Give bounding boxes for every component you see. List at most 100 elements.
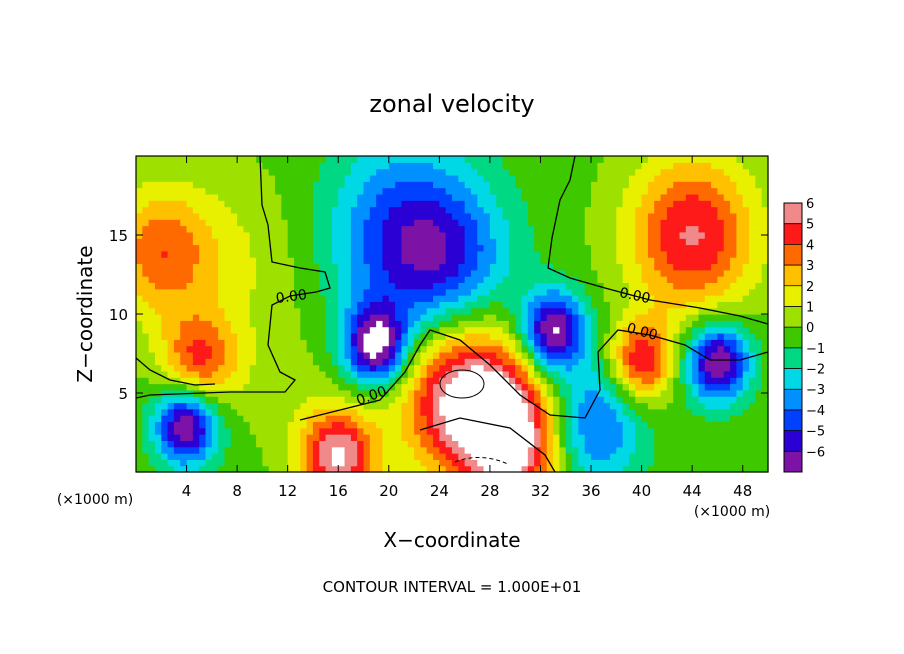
heatmap-cell [192,200,200,208]
heatmap-cell [666,168,674,176]
heatmap-cell [736,263,744,271]
heatmap-cell [679,459,687,467]
heatmap-cell [376,162,384,170]
heatmap-cell [540,276,548,283]
heatmap-cell [344,244,352,252]
heatmap-cell [527,301,535,309]
heatmap-cell [755,459,763,467]
heatmap-cell [540,314,548,321]
heatmap-cell [660,307,668,315]
heatmap-cell [572,415,579,423]
heatmap-cell [211,212,219,220]
heatmap-cell [622,396,630,404]
heatmap-cell [142,459,150,467]
heatmap-cell [154,263,162,271]
heatmap-cell [591,383,598,391]
heatmap-cell [388,269,396,277]
heatmap-cell [464,200,472,208]
heatmap-cell [736,181,744,189]
heatmap-cell [199,187,207,195]
heatmap-cell [199,434,207,441]
heatmap-cell [616,263,624,271]
heatmap-cell [673,238,681,246]
heatmap-cell [180,181,188,189]
heatmap-cell [553,219,561,227]
heatmap-cell [268,402,276,410]
heatmap-cell [136,415,143,423]
heatmap-cell [199,269,207,277]
heatmap-cell [331,174,339,182]
heatmap-cell [369,351,377,359]
heatmap-cell [458,396,466,404]
heatmap-cell [698,212,706,220]
heatmap-cell [679,408,687,416]
heatmap-cell [312,206,320,214]
heatmap-cell [433,383,440,391]
heatmap-cell [439,427,447,435]
heatmap-cell [470,162,478,170]
heatmap-cell [199,415,207,423]
heatmap-cell [483,295,491,302]
heatmap-cell [205,446,213,454]
heatmap-cell [635,339,643,347]
heatmap-cell [249,212,257,220]
heatmap-cell [401,415,409,423]
heatmap-cell [338,465,346,473]
heatmap-cell [546,225,554,233]
heatmap-cell [717,244,725,252]
heatmap-cell [243,351,251,359]
heatmap-cell [527,345,535,353]
heatmap-cell [534,269,542,277]
heatmap-cell [628,156,636,163]
heatmap-cell [521,174,529,182]
heatmap-cell [287,364,295,372]
heatmap-cell [325,238,333,246]
heatmap-cell [508,250,516,258]
heatmap-cell [666,250,674,258]
heatmap-cell [154,307,162,315]
heatmap-cell [148,351,156,359]
heatmap-cell [749,377,756,385]
heatmap-cell [698,231,706,239]
heatmap-cell [325,453,333,460]
heatmap-cell [306,301,314,309]
heatmap-cell [521,320,529,328]
heatmap-cell [711,288,719,296]
heatmap-cell [717,339,725,347]
heatmap-cell [641,314,649,321]
heatmap-cell [218,358,226,366]
heatmap-cell [148,231,156,239]
heatmap-cell [540,465,548,473]
heatmap-cell [603,345,611,353]
heatmap-cell [205,225,213,233]
heatmap-cell [294,402,301,410]
heatmap-cell [736,187,744,195]
heatmap-cell [711,320,719,328]
heatmap-cell [755,187,763,195]
heatmap-cell [376,307,384,315]
heatmap-cell [635,320,643,328]
heatmap-cell [521,351,529,359]
heatmap-cell [508,295,516,302]
heatmap-cell [268,219,276,227]
heatmap-cell [218,364,226,372]
heatmap-cell [395,364,403,372]
heatmap-cell [515,339,523,347]
heatmap-cell [148,446,156,454]
heatmap-cell [565,434,573,441]
heatmap-cell [281,453,289,460]
heatmap-cell [692,219,700,227]
heatmap-cell [679,263,687,271]
heatmap-cell [546,377,554,385]
heatmap-cell [407,200,415,208]
heatmap-cell [496,276,504,283]
heatmap-cell [230,389,238,397]
heatmap-cell [502,257,510,265]
heatmap-cell [635,377,643,385]
heatmap-cell [711,269,719,277]
heatmap-cell [369,231,377,239]
heatmap-cell [294,200,301,208]
heatmap-cell [414,187,421,195]
heatmap-cell [180,219,188,227]
heatmap-cell [312,269,320,277]
